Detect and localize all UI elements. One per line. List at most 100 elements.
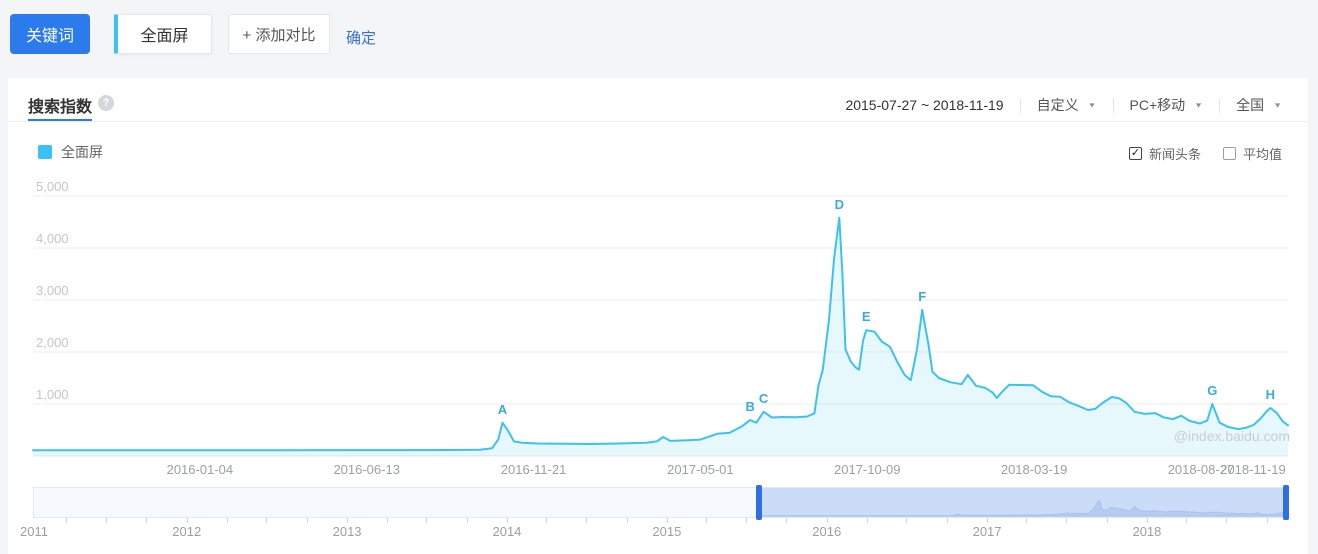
nav-tick	[146, 518, 148, 523]
navigator-series	[758, 499, 1287, 517]
nav-tick	[666, 518, 668, 523]
y-axis-label: 4,000	[36, 231, 69, 246]
nav-tick	[1266, 518, 1268, 523]
nav-tick	[306, 518, 308, 523]
trend-chart[interactable]	[32, 168, 1289, 460]
nav-year-label: 2017	[972, 524, 1002, 539]
dropdown-device-label: PC+移动	[1129, 97, 1186, 113]
legend-item[interactable]: 全面屏	[38, 142, 103, 162]
nav-tick	[946, 518, 948, 523]
nav-tick	[426, 518, 428, 523]
keyword-button[interactable]: 关键词	[10, 14, 90, 54]
active-tab-underline	[28, 119, 92, 122]
series-area	[33, 217, 1288, 456]
separator	[1019, 97, 1021, 113]
peak-label-G: G	[1207, 383, 1218, 398]
nav-tick	[1226, 518, 1228, 523]
nav-year-label: 2011	[20, 524, 48, 539]
peak-label-H: H	[1265, 387, 1276, 402]
header-divider	[8, 121, 1308, 122]
peak-label-F: F	[918, 288, 927, 304]
nav-tick	[66, 518, 68, 523]
nav-tick	[347, 518, 349, 523]
y-axis-label: 3,000	[36, 283, 69, 298]
nav-tick	[1106, 518, 1108, 523]
x-axis-label: 2018-03-19	[1000, 462, 1068, 477]
nav-tick	[826, 518, 828, 523]
toggle-news-headlines[interactable]: ✓ 新闻头条	[1128, 144, 1201, 163]
nav-tick	[186, 518, 188, 523]
confirm-link[interactable]: 确定	[346, 30, 377, 47]
nav-tick	[266, 518, 268, 523]
nav-year-label: 2012	[172, 524, 202, 539]
timeline-navigator[interactable]	[33, 485, 1289, 520]
x-axis-label: 2016-01-04	[166, 462, 234, 477]
nav-tick	[226, 518, 228, 523]
legend-swatch	[38, 145, 52, 159]
keyword-tab[interactable]: 全面屏	[114, 14, 212, 54]
x-axis-label: 2017-10-09	[833, 462, 901, 477]
chevron-down-icon: ▼	[1273, 101, 1282, 109]
nav-tick	[1146, 518, 1148, 523]
nav-tick	[106, 518, 108, 523]
y-axis-label: 2,000	[36, 335, 69, 350]
overlay-toggles: ✓ 新闻头条 平均值	[1128, 144, 1282, 163]
add-compare-button[interactable]: + 添加对比	[228, 14, 330, 54]
toolbar: 关键词 全面屏 + 添加对比 确定	[0, 0, 1318, 78]
checkbox-average[interactable]	[1222, 147, 1236, 160]
separator	[1112, 97, 1114, 113]
x-axis-label: 2016-06-13	[333, 462, 400, 477]
checkbox-news-headlines[interactable]: ✓	[1128, 147, 1142, 160]
peak-label-A: A	[497, 401, 508, 417]
dropdown-device[interactable]: PC+移动 ▼	[1130, 95, 1204, 115]
date-range[interactable]: 2015-07-27 ~ 2018-11-19	[845, 97, 1004, 113]
nav-tick	[746, 518, 748, 523]
chevron-down-icon: ▼	[1194, 101, 1204, 109]
x-axis-label: 2018-08-27	[1167, 462, 1235, 477]
x-axis-label: 2016-11-21	[500, 462, 567, 477]
nav-tick	[386, 518, 388, 523]
navigator-silhouette	[758, 499, 1287, 517]
x-axis-label: 2018-11-19	[1220, 462, 1286, 477]
peak-label-C: C	[758, 390, 769, 406]
peak-label-D: D	[834, 196, 844, 212]
chart-controls: 2015-07-27 ~ 2018-11-19 自定义 ▼ PC+移动 ▼ 全国…	[845, 95, 1282, 115]
navigator-right-handle[interactable]	[1283, 485, 1289, 520]
nav-tick	[1026, 518, 1028, 523]
nav-tick	[1066, 518, 1068, 523]
dropdown-region-label: 全国	[1236, 97, 1265, 113]
nav-tick	[786, 518, 788, 523]
nav-tick	[586, 518, 588, 523]
series-line	[32, 216, 1289, 452]
dropdown-custom-range[interactable]: 自定义 ▼	[1037, 95, 1097, 115]
chevron-down-icon: ▼	[1087, 101, 1097, 109]
separator	[1219, 97, 1221, 113]
toggle-news-headlines-label: 新闻头条	[1148, 147, 1201, 162]
nav-tick	[466, 518, 468, 523]
nav-year-label: 2015	[652, 524, 682, 539]
y-axis-label: 1,000	[36, 387, 69, 402]
peak-label-E: E	[861, 309, 871, 325]
search-index-panel: 搜索指数 ? 2015-07-27 ~ 2018-11-19 自定义 ▼ PC+…	[8, 78, 1308, 554]
legend-label: 全面屏	[61, 144, 103, 160]
dropdown-region[interactable]: 全国 ▼	[1236, 95, 1282, 115]
y-axis-label: 5,000	[36, 179, 69, 194]
help-icon[interactable]: ?	[98, 95, 114, 111]
nav-tick	[706, 518, 708, 523]
nav-year-label: 2014	[492, 524, 522, 539]
keyword-tab-label: 全面屏	[140, 28, 189, 45]
nav-tick	[546, 518, 548, 523]
navigator-left-handle[interactable]	[755, 485, 762, 520]
nav-tick	[626, 518, 628, 523]
nav-year-label: 2018	[1132, 524, 1162, 539]
tab-search-index[interactable]: 搜索指数	[28, 99, 93, 116]
x-axis-label: 2017-05-01	[667, 462, 734, 477]
nav-tick	[866, 518, 868, 523]
nav-year-label: 2013	[332, 524, 362, 539]
nav-tick	[506, 518, 508, 523]
nav-tick	[987, 518, 989, 523]
watermark: @index.baidu.com	[1173, 428, 1290, 444]
toggle-average[interactable]: 平均值	[1222, 144, 1282, 163]
nav-tick	[1186, 518, 1188, 523]
peak-label-B: B	[745, 399, 755, 415]
